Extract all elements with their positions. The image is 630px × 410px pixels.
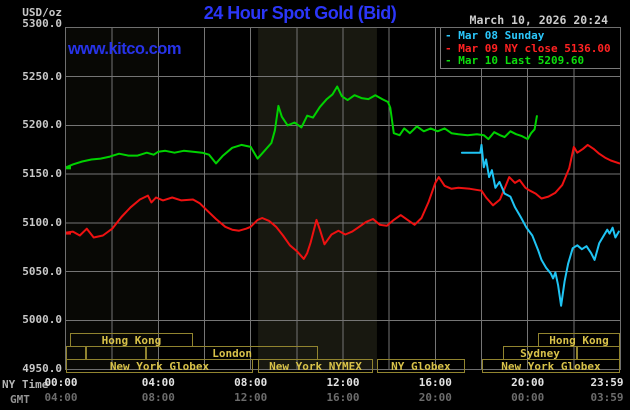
x-axis-tick-label: 08:00 [234, 376, 268, 389]
session-box-sydney: Sydney [502, 346, 578, 360]
chart-datetime: March 10, 2026 20:24 [469, 13, 608, 27]
session-box-london: London [146, 346, 319, 360]
session-shade-band [258, 28, 377, 369]
x-axis-tick-label: 12:00 [326, 376, 360, 389]
axis-open-tick-mar09 [66, 231, 71, 235]
x-axis-tick-label: 08:00 [141, 391, 175, 404]
series-line-mar10 [66, 85, 538, 169]
session-box-new-york-globex: New York Globex [481, 359, 620, 373]
legend-item: - Mar 10 Last 5209.60 [445, 54, 585, 67]
x-axis-tick-label: 12:00 [234, 391, 268, 404]
session-box-ny-globex: NY Globex [376, 359, 465, 373]
legend-item: - Mar 08 Sunday [445, 29, 545, 42]
y-axis-tick-label: 5150.0 [22, 167, 62, 181]
gmt-axis-label: GMT [10, 393, 30, 406]
x-axis-tick-label: 04:00 [141, 376, 175, 389]
y-axis-tick-label: 5250.0 [22, 69, 62, 83]
session-box [66, 346, 87, 360]
unit-label: USD/oz [22, 6, 62, 19]
series-line-mar09 [66, 143, 620, 260]
y-axis-tick-label: 5300.0 [22, 17, 62, 30]
session-box [577, 346, 620, 360]
x-axis-tick-label: 16:00 [418, 376, 452, 389]
legend-item: - Mar 09 NY close 5136.00 [445, 41, 611, 55]
y-axis-tick-label: 4950.0 [22, 362, 62, 375]
session-box-hong-kong: Hong Kong [538, 333, 620, 347]
x-axis-tick-label: 03:59 [590, 391, 624, 404]
series-line-mar08 [460, 143, 620, 307]
page-title: 24 Hour Spot Gold (Bid) [203, 3, 397, 23]
x-axis-tick-label: 16:00 [326, 391, 360, 404]
chart-legend: - Mar 08 Sunday - Mar 09 NY close 5136.00… [440, 28, 620, 69]
x-axis-tick-label: 20:00 [418, 391, 452, 404]
session-box [86, 346, 147, 360]
y-axis-tick-label: 5000.0 [22, 313, 62, 327]
y-axis-tick-label: 5100.0 [22, 215, 62, 229]
y-axis-tick-label: 5050.0 [22, 264, 62, 278]
session-box-hong-kong: Hong Kong [69, 333, 193, 347]
plot-area [65, 27, 621, 370]
x-axis-tick-label: 23:59 [590, 376, 624, 389]
kitco-watermark: www.kitco.com [68, 40, 182, 58]
session-box-new-york-nymex: New York NYMEX [258, 359, 373, 373]
y-axis-tick-label: 5200.0 [22, 118, 62, 132]
x-axis-tick-label: 00:00 [511, 391, 545, 404]
chart-canvas [66, 28, 620, 369]
x-axis-tick-label: 20:00 [511, 376, 545, 389]
ny-time-axis-label: NY Time [2, 378, 49, 391]
x-axis-tick-label: 00:00 [44, 376, 78, 389]
axis-open-tick-mar10 [66, 166, 71, 170]
session-box-new-york-globex: New York Globex [66, 359, 253, 373]
x-axis-tick-label: 04:00 [44, 391, 78, 404]
